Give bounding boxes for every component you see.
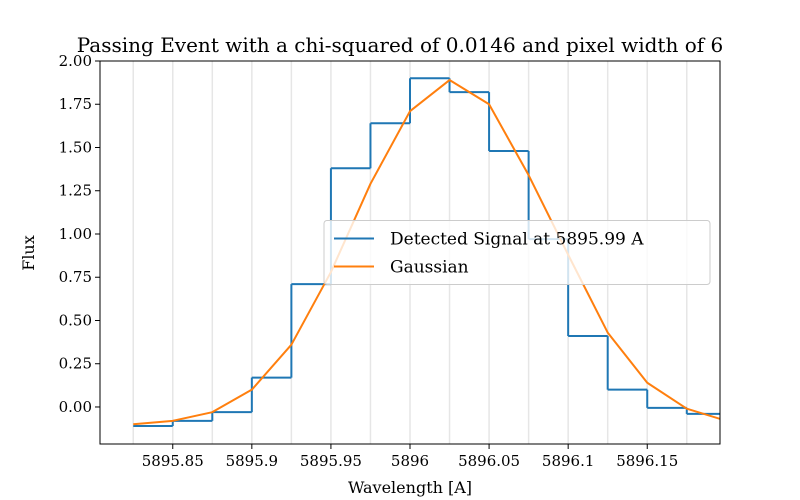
- y-tick-label: 1.50: [59, 138, 92, 156]
- x-tick-label: 5895.85: [142, 452, 204, 470]
- x-tick-label: 5896.1: [542, 452, 595, 470]
- legend-label: Detected Signal at 5895.99 A: [390, 230, 644, 250]
- x-tick-label: 5895.9: [226, 452, 279, 470]
- y-tick-label: 0.25: [59, 355, 92, 373]
- y-axis-label: Flux: [19, 235, 38, 271]
- series-line: [133, 79, 720, 426]
- y-tick-label: 1.00: [59, 225, 92, 243]
- x-tick-label: 5895.95: [300, 452, 362, 470]
- x-tick-label: 5896: [391, 452, 429, 470]
- y-tick-label: 0.75: [59, 268, 92, 286]
- y-tick-label: 1.75: [59, 95, 92, 113]
- legend-label: Gaussian: [390, 258, 469, 278]
- chart-title: Passing Event with a chi-squared of 0.01…: [77, 33, 723, 57]
- x-tick-label: 5896.05: [458, 452, 520, 470]
- legend: Detected Signal at 5895.99 A Gaussian: [323, 220, 711, 285]
- y-tick-label: 2.00: [59, 52, 92, 70]
- legend-box: [323, 220, 711, 285]
- x-axis-label: Wavelength [A]: [348, 478, 472, 497]
- y-tick-label: 0.50: [59, 311, 92, 329]
- y-tick-label: 1.25: [59, 182, 92, 200]
- axes-frame: [99, 60, 721, 445]
- y-tick-label: 0.00: [59, 398, 92, 416]
- x-tick-label: 5896.15: [616, 452, 678, 470]
